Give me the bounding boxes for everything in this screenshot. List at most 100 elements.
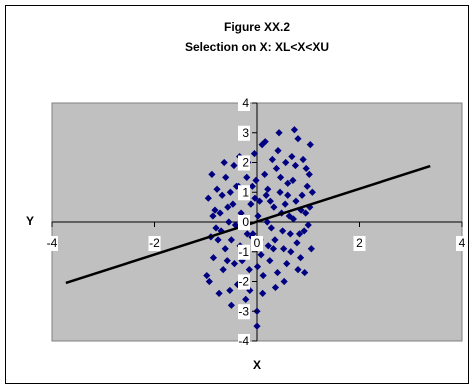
point [255, 197, 264, 205]
tick-label-bg [456, 236, 468, 251]
point [295, 230, 304, 238]
point [272, 164, 281, 173]
point [276, 188, 284, 196]
point [221, 245, 229, 253]
point [273, 268, 282, 277]
point [289, 215, 297, 223]
point [215, 289, 223, 297]
y-tick-label: -4 [238, 334, 249, 348]
chart-title: Figure XX.2 [224, 20, 290, 34]
point [305, 170, 313, 178]
point [271, 283, 280, 292]
point [283, 260, 291, 268]
point [275, 129, 283, 137]
point [248, 182, 256, 190]
point [288, 152, 296, 161]
point [266, 257, 274, 265]
point [299, 155, 307, 164]
x-tick-label: 2 [356, 236, 363, 250]
y-tick-label: -2 [238, 275, 249, 289]
point [253, 263, 262, 271]
x-tick-label: -4 [47, 236, 58, 250]
x-tick-label: 0 [254, 236, 261, 250]
tick-label-bg [238, 185, 250, 201]
point [227, 301, 235, 309]
point [259, 289, 267, 297]
x-tick-label: -2 [149, 236, 160, 250]
point [294, 135, 302, 143]
point [285, 212, 293, 220]
point [307, 245, 315, 253]
point [289, 176, 297, 184]
tick-label-bg [238, 334, 250, 349]
point [203, 271, 211, 280]
point [302, 164, 310, 173]
point [204, 194, 212, 202]
y-tick-label: -3 [238, 304, 249, 318]
point [220, 158, 228, 167]
point [253, 322, 261, 330]
point [226, 286, 234, 295]
point [237, 209, 245, 217]
point [224, 203, 232, 211]
point [296, 254, 305, 262]
y-tick-label: 4 [242, 96, 249, 110]
point [205, 277, 213, 286]
point [269, 245, 277, 253]
x-axis-label: X [253, 358, 261, 372]
point [252, 176, 260, 184]
point [280, 245, 288, 253]
point [267, 224, 275, 232]
point [250, 149, 259, 158]
point [243, 230, 251, 238]
point [276, 173, 285, 181]
point [271, 236, 279, 244]
x-tick-label: 4 [459, 236, 466, 250]
point [293, 239, 301, 247]
point [284, 191, 292, 199]
tick-label-bg [251, 236, 263, 251]
point [254, 212, 262, 220]
chart-subtitle: Selection on X: XL<X<XU [185, 40, 329, 54]
point [251, 194, 259, 202]
tick-label-bg [148, 236, 161, 251]
point [262, 191, 270, 199]
point [306, 141, 314, 149]
point [266, 197, 274, 205]
point [264, 185, 272, 193]
point [268, 155, 276, 164]
point [218, 191, 226, 199]
point [281, 200, 289, 208]
point [270, 203, 278, 211]
point [274, 147, 282, 155]
y-tick-label: 3 [242, 126, 249, 140]
tick-label-bg [238, 244, 250, 260]
point [208, 170, 216, 178]
point [300, 227, 308, 235]
point [302, 209, 310, 217]
tick-label-bg [238, 274, 250, 290]
point [294, 266, 302, 274]
tick-label-bg [238, 215, 250, 230]
y-tick-label: 2 [242, 156, 249, 170]
point [226, 188, 234, 196]
tick-label-bg [238, 155, 250, 171]
tick-label-bg [353, 236, 366, 251]
point [219, 266, 227, 274]
y-tick-label: 1 [242, 185, 249, 199]
point [303, 182, 311, 190]
point [308, 188, 316, 196]
point [297, 206, 305, 214]
point [214, 236, 222, 244]
point [230, 260, 239, 268]
point [286, 230, 294, 238]
point [261, 138, 269, 146]
point [212, 224, 220, 232]
point [292, 197, 300, 205]
tick-label-bg [46, 236, 58, 251]
y-axis-label: Y [26, 214, 34, 228]
point [243, 173, 251, 181]
point [264, 242, 272, 250]
point [229, 200, 237, 208]
